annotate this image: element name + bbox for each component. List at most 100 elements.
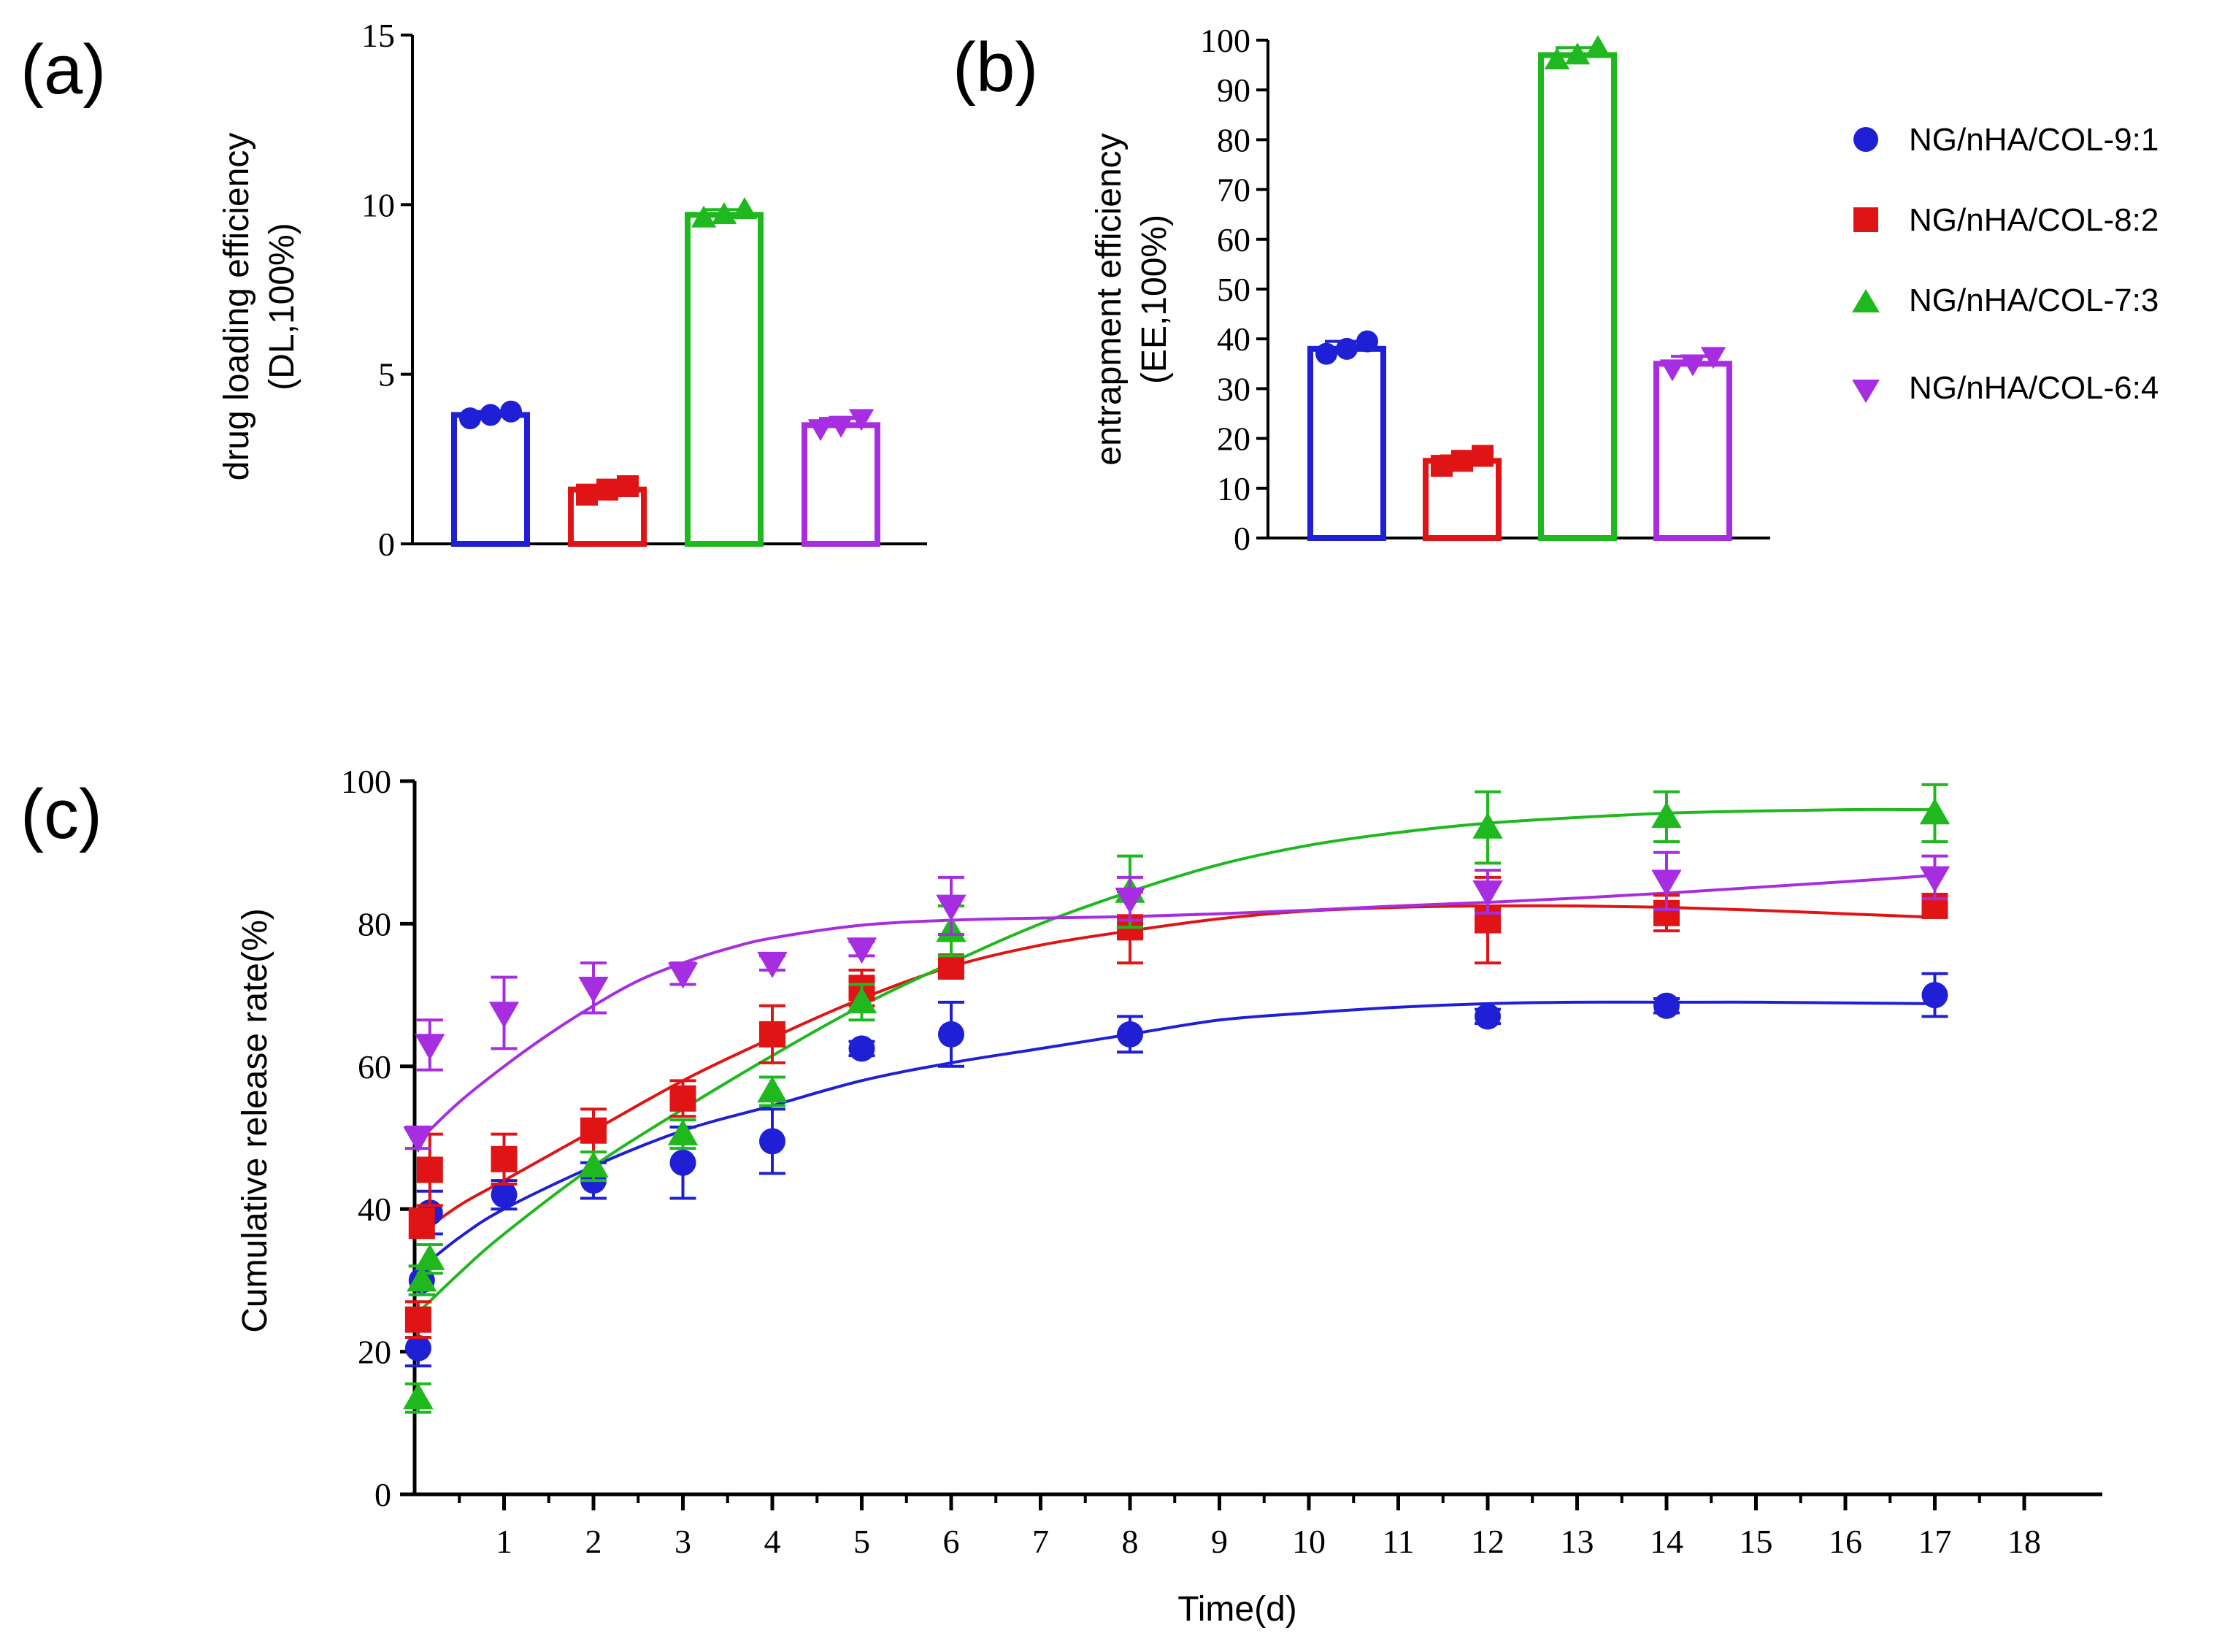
panel-b-ylabel-line2: (EE,100%): [1135, 215, 1174, 384]
panel-a-bar-0: [451, 412, 530, 548]
panel-b-ytick-label-2: 20: [1217, 420, 1250, 458]
panel-a-bar-2: [685, 212, 764, 547]
panel-b-ylabel: entrapment efficiency (EE,100%): [1090, 133, 1174, 465]
fit-curve-1: [413, 904, 1935, 1239]
data-point-2-11: [1919, 798, 1950, 825]
data-point-0-8: [938, 1021, 964, 1048]
panel-b-ytick-label-8: 80: [1217, 121, 1250, 158]
panel-c-xtick-label-3: 4: [764, 1523, 781, 1560]
panel-b-point-1-1: [1451, 450, 1473, 472]
data-point-3-2: [488, 1002, 520, 1029]
panel-a-ylabel-line1: drug loading efficiency: [218, 133, 256, 481]
panel-label-b: (b): [953, 28, 1038, 107]
panel-c-xtick-label-0: 1: [496, 1523, 512, 1560]
data-point-1-6: [759, 1021, 785, 1048]
panel-c: (c) Cumulative release rate(%) Time(d) 0…: [20, 763, 2102, 1629]
panel-c-fit-curves: [413, 807, 1935, 1318]
data-point-3-3: [578, 977, 609, 1004]
panel-b-point-3-2: [1700, 347, 1726, 369]
legend-item-2: NG/nHA/COL-7:3: [1852, 283, 2159, 318]
data-point-3-10: [1651, 869, 1682, 896]
panel-a-bars: [451, 197, 880, 548]
legend-item-1: NG/nHA/COL-8:2: [1853, 202, 2159, 238]
data-point-2-5: [757, 1076, 788, 1103]
panel-b-point-0-0: [1315, 342, 1337, 365]
data-point-3-1: [415, 1034, 445, 1061]
panel-a-axes: 0 5 10 15: [361, 17, 927, 563]
panel-a-ytick-label-3: 15: [361, 17, 395, 54]
data-point-3-11: [1919, 866, 1950, 893]
panel-c-xtick-label-10: 11: [1382, 1523, 1414, 1560]
legend: NG/nHA/COL-9:1 NG/nHA/COL-8:2 NG/nHA/COL…: [1852, 122, 2159, 406]
panel-a-point-3-0: [807, 419, 834, 442]
panel-a-ytick-label-0: 0: [378, 526, 395, 563]
data-point-0-12: [1921, 982, 1948, 1009]
data-point-1-4: [580, 1117, 607, 1144]
data-point-1-5: [669, 1085, 696, 1112]
panel-b: (b) entrapment efficiency (EE,100%) 0 10 2…: [953, 22, 1770, 557]
panel-c-ytick-label-0: 0: [374, 1476, 391, 1513]
panel-a: (a) drug loading efficiency (DL,100%) 0 5…: [20, 17, 927, 563]
data-point-2-10: [1651, 802, 1682, 829]
legend-marker-2: [1852, 289, 1880, 312]
panel-b-ytick-label-9: 90: [1217, 72, 1250, 109]
panel-c-xtick-label-9: 10: [1292, 1523, 1326, 1560]
data-point-0-7: [848, 1035, 875, 1062]
panel-a-point-1-2: [617, 475, 639, 498]
legend-marker-0: [1853, 127, 1878, 152]
panel-a-point-2-1: [711, 202, 737, 225]
legend-label-0: NG/nHA/COL-9:1: [1909, 122, 2159, 158]
data-point-0-6: [759, 1128, 785, 1155]
panel-c-xtick-label-7: 8: [1122, 1523, 1139, 1560]
panel-a-point-3-1: [828, 415, 854, 438]
panel-c-xlabel: Time(d): [1177, 1590, 1297, 1629]
panel-a-point-0-1: [480, 404, 501, 426]
data-point-3-9: [1472, 880, 1503, 907]
data-point-2-3: [578, 1150, 609, 1177]
panel-c-xtick-label-2: 3: [674, 1523, 691, 1560]
panel-b-ytick-label-0: 0: [1234, 520, 1250, 557]
panel-c-xtick-label-11: 12: [1471, 1523, 1504, 1560]
panel-a-ylabel-line2: (DL,100%): [263, 223, 301, 390]
panel-b-point-2-2: [1585, 34, 1611, 57]
legend-item-0: NG/nHA/COL-9:1: [1853, 122, 2159, 158]
data-point-1-2: [416, 1156, 443, 1183]
data-point-3-4: [667, 962, 699, 989]
panel-b-bar-3: [1653, 361, 1732, 541]
panel-label-a: (a): [20, 31, 106, 109]
panel-a-point-0-0: [459, 407, 481, 430]
panel-b-point-1-2: [1472, 445, 1494, 467]
panel-c-ytick-label-2: 40: [358, 1191, 391, 1228]
panel-c-data-points: [403, 783, 1950, 1414]
panel-a-ylabel: drug loading efficiency (DL,100%): [218, 133, 301, 481]
data-point-0-9: [1117, 1021, 1143, 1048]
data-point-3-8: [1115, 887, 1145, 914]
panel-b-point-0-2: [1356, 330, 1378, 353]
panel-b-point-1-0: [1431, 455, 1453, 477]
data-point-0-10: [1475, 1003, 1501, 1030]
panel-c-xtick-label-6: 7: [1032, 1523, 1049, 1560]
panel-c-xtick-label-1: 2: [585, 1523, 602, 1560]
panel-c-xtick-label-12: 13: [1561, 1523, 1594, 1560]
panel-b-point-2-1: [1564, 42, 1591, 65]
panel-a-point-2-2: [731, 197, 758, 220]
legend-marker-1: [1853, 207, 1878, 232]
data-point-2-0: [403, 1383, 434, 1410]
fit-curve-3: [413, 873, 1935, 1146]
legend-label-3: NG/nHA/COL-6:4: [1909, 370, 2159, 406]
data-point-0-0: [404, 1334, 431, 1361]
panel-c-ytick-label-5: 100: [341, 763, 391, 800]
panel-a-point-1-0: [576, 483, 598, 506]
data-point-2-2: [415, 1243, 445, 1270]
legend-item-3: NG/nHA/COL-6:4: [1852, 370, 2159, 406]
panel-a-point-3-2: [848, 409, 875, 431]
data-point-3-7: [936, 894, 966, 921]
panel-c-xtick-label-13: 14: [1650, 1523, 1683, 1560]
panel-b-bars: [1307, 34, 1732, 541]
panel-c-ylabel: Cumulative release rate(%): [236, 908, 274, 1333]
data-point-2-6: [846, 987, 877, 1014]
panel-a-ytick-label-1: 5: [378, 356, 395, 393]
panel-b-point-3-1: [1680, 354, 1706, 377]
panel-a-ytick-label-2: 10: [361, 186, 395, 223]
